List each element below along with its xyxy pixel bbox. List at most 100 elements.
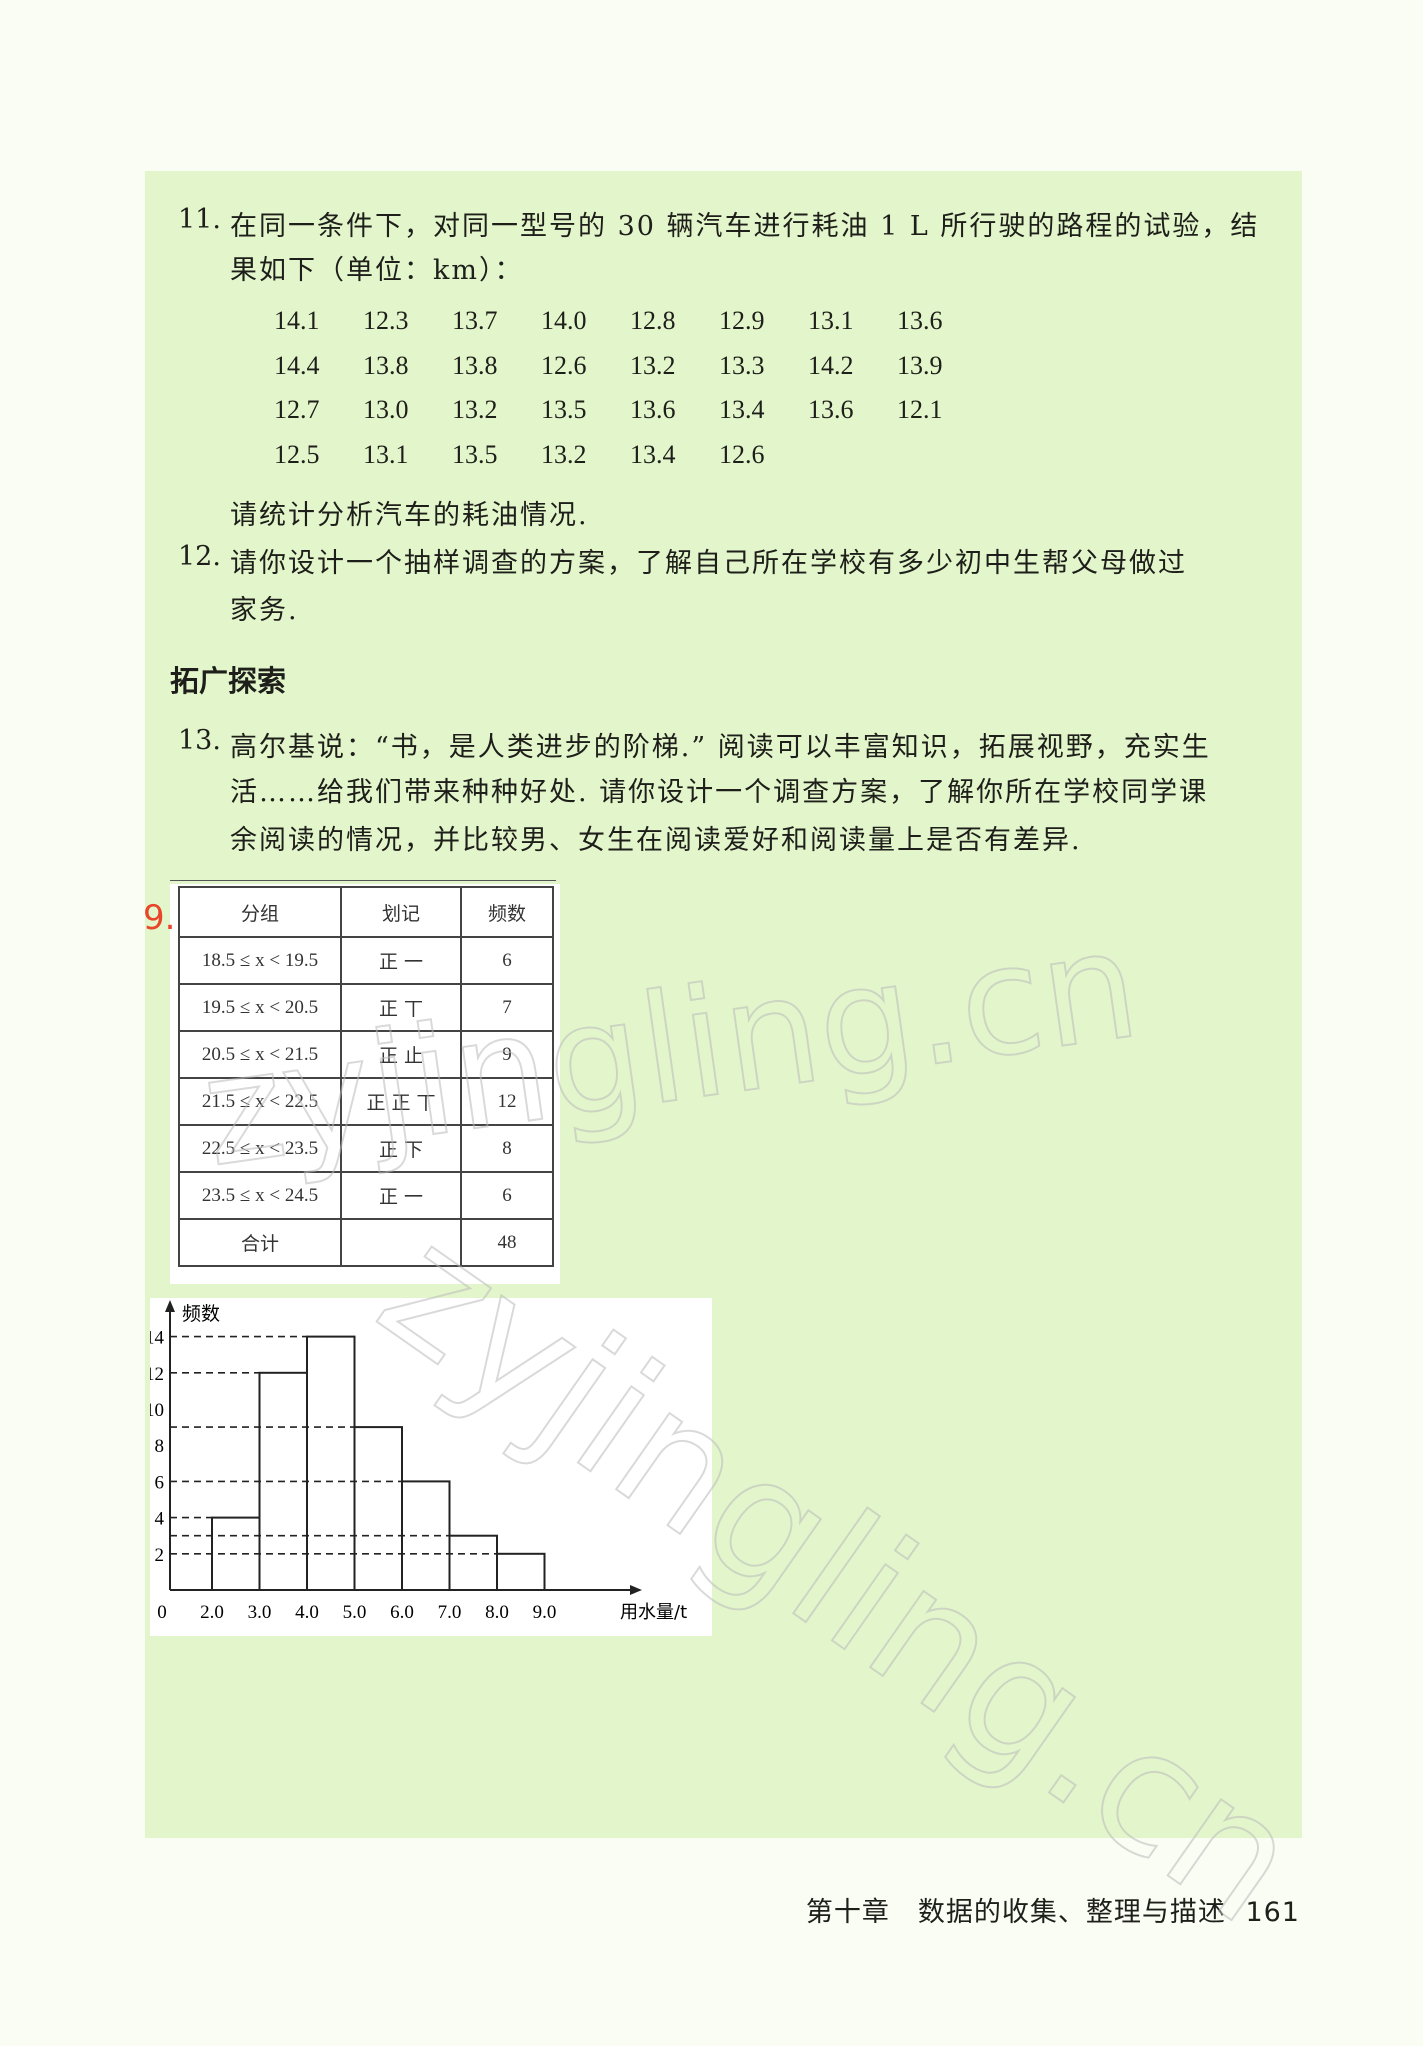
data-value: 12.7 xyxy=(274,395,320,424)
y-tick-label: 8 xyxy=(155,1436,165,1457)
frequency-cell: 6 xyxy=(460,1171,554,1220)
tally-cell: 正 止 xyxy=(340,1030,462,1079)
histogram-svg: 2 4 6 8 10 12 14 0 2.0 3.0 4.0 5.0 6.0 7.0 8.0 9.0 频数用水量… xyxy=(145,1300,687,1623)
tally-cell xyxy=(340,1218,462,1267)
tally-cell: 正 一 xyxy=(340,1171,462,1220)
data-value: 13.8 xyxy=(452,350,498,380)
data-value: 13.2 xyxy=(630,350,676,380)
y-tick-label: 14 xyxy=(150,1328,165,1349)
frequency-cell: 7 xyxy=(460,983,554,1032)
data-value: 12.1 xyxy=(897,395,943,424)
data-value: 13.2 xyxy=(541,439,587,469)
data-value: 13.0 xyxy=(363,395,409,424)
data-value: 13.9 xyxy=(897,350,943,380)
data-value: 13.1 xyxy=(808,306,854,335)
q13-line2: 活……给我们带来种种好处. 请你设计一个调查方案，了解你所在学校同学课 xyxy=(230,777,1209,808)
y-tick-label: 4 xyxy=(155,1509,165,1530)
q12-number: 12. xyxy=(178,541,221,572)
data-value: 12.5 xyxy=(274,439,320,469)
data-value: 13.6 xyxy=(897,306,943,335)
q11-line3: 请统计分析汽车的耗油情况. xyxy=(230,500,589,531)
y-tick-label: 6 xyxy=(155,1472,165,1493)
x-tick-label: 6.0 xyxy=(390,1602,414,1623)
frequency-cell: 8 xyxy=(460,1124,554,1173)
x-tick-label: 9.0 xyxy=(533,1602,557,1623)
x-tick-label: 0 xyxy=(157,1602,167,1623)
page-number: 161 xyxy=(1245,1897,1300,1928)
histogram-bar xyxy=(353,1426,403,1591)
y-tick-label: 10 xyxy=(150,1400,164,1421)
data-value: 14.1 xyxy=(274,306,320,335)
group-cell: 22.5 ≤ x < 23.5 xyxy=(178,1124,342,1173)
data-value: 14.0 xyxy=(541,306,587,335)
q12-line1: 请你设计一个抽样调查的方案，了解自己所在学校有多少初中生帮父母做过 xyxy=(230,548,1187,579)
histogram-bar xyxy=(496,1552,546,1592)
data-value: 14.2 xyxy=(808,350,854,380)
y-axis-label: 频数 xyxy=(182,1303,220,1325)
tally-cell: 正 正 丅 xyxy=(340,1077,462,1126)
histogram-bar xyxy=(306,1335,356,1591)
tally-table: 分组 划记 频数 18.5 ≤ x < 19.5 正 一 6 19.5 ≤ x < 2… xyxy=(178,886,554,1267)
data-value: 13.5 xyxy=(452,439,498,469)
data-value: 13.4 xyxy=(719,395,765,424)
data-value: 13.7 xyxy=(452,306,498,335)
histogram: 2 4 6 8 10 12 14 0 2.0 3.0 4.0 5.0 6.0 7.0 8.0 9.0 频数用水量… xyxy=(145,1298,712,1636)
data-value: 13.6 xyxy=(808,395,854,424)
frequency-cell: 9 xyxy=(460,1030,554,1079)
q12-line2: 家务. xyxy=(230,595,299,626)
tally-cell: 正 下 xyxy=(340,1124,462,1173)
section-title: 拓广探索 xyxy=(170,664,287,698)
x-tick-label: 3.0 xyxy=(248,1602,272,1623)
data-value: 13.4 xyxy=(630,439,676,469)
data-value: 13.2 xyxy=(452,395,498,424)
q11-line2: 果如下（单位：km）： xyxy=(230,255,524,286)
data-value: 12.6 xyxy=(541,350,587,380)
group-cell: 合计 xyxy=(178,1218,342,1267)
chapter-title: 第十章 数据的收集、整理与描述 xyxy=(805,1897,1226,1928)
q13-number: 13. xyxy=(178,725,221,756)
frequency-cell: 12 xyxy=(460,1077,554,1126)
group-cell: 21.5 ≤ x < 22.5 xyxy=(178,1077,342,1126)
x-tick-label: 7.0 xyxy=(438,1602,462,1623)
data-value: 13.8 xyxy=(363,350,409,380)
data-value: 13.5 xyxy=(541,395,587,424)
data-value: 13.1 xyxy=(363,439,409,469)
data-value: 12.3 xyxy=(363,306,409,335)
frequency-cell: 6 xyxy=(460,936,554,985)
header-tally: 划记 xyxy=(340,886,462,938)
q13-line1: 高尔基说：“书，是人类进步的阶梯.” 阅读可以丰富知识，拓展视野，充实生 xyxy=(230,732,1211,763)
data-value: 13.3 xyxy=(719,350,765,380)
page-footer: 第十章 数据的收集、整理与描述 161 xyxy=(806,1890,1300,1929)
data-value: 14.4 xyxy=(274,350,320,380)
x-axis-arrow xyxy=(630,1585,642,1595)
y-tick-label: 2 xyxy=(155,1545,165,1566)
divider xyxy=(170,880,556,881)
table-row: 21.5 ≤ x < 22.5 正 正 丅 12 xyxy=(178,1077,554,1126)
header-frequency: 频数 xyxy=(460,886,554,938)
table-header-row: 分组 划记 频数 xyxy=(178,886,554,938)
header-group: 分组 xyxy=(178,886,342,938)
q13-line3: 余阅读的情况，并比较男、女生在阅读爱好和阅读量上是否有差异. xyxy=(230,825,1082,856)
x-axis-label: 用水量/t xyxy=(620,1602,687,1623)
group-cell: 23.5 ≤ x < 24.5 xyxy=(178,1171,342,1220)
data-value: 12.6 xyxy=(719,439,765,469)
x-tick-label: 8.0 xyxy=(485,1602,509,1623)
data-value: 12.8 xyxy=(630,306,676,335)
tally-cell: 正 一 xyxy=(340,936,462,985)
histogram-bar xyxy=(448,1534,498,1591)
x-tick-label: 4.0 xyxy=(295,1602,319,1623)
y-tick-label: 12 xyxy=(150,1364,164,1385)
group-cell: 18.5 ≤ x < 19.5 xyxy=(178,936,342,985)
group-cell: 19.5 ≤ x < 20.5 xyxy=(178,983,342,1032)
data-value: 12.9 xyxy=(719,306,765,335)
group-cell: 20.5 ≤ x < 21.5 xyxy=(178,1030,342,1079)
x-tick-label: 2.0 xyxy=(200,1602,224,1623)
table-row: 合计 48 xyxy=(178,1218,554,1267)
tally-table-card: 分组 划记 频数 18.5 ≤ x < 19.5 正 一 6 19.5 ≤ x < 2… xyxy=(170,884,560,1284)
q11-line1: 在同一条件下，对同一型号的 30 辆汽车进行耗油 1 L 所行驶的路程的试验，结 xyxy=(230,211,1260,242)
